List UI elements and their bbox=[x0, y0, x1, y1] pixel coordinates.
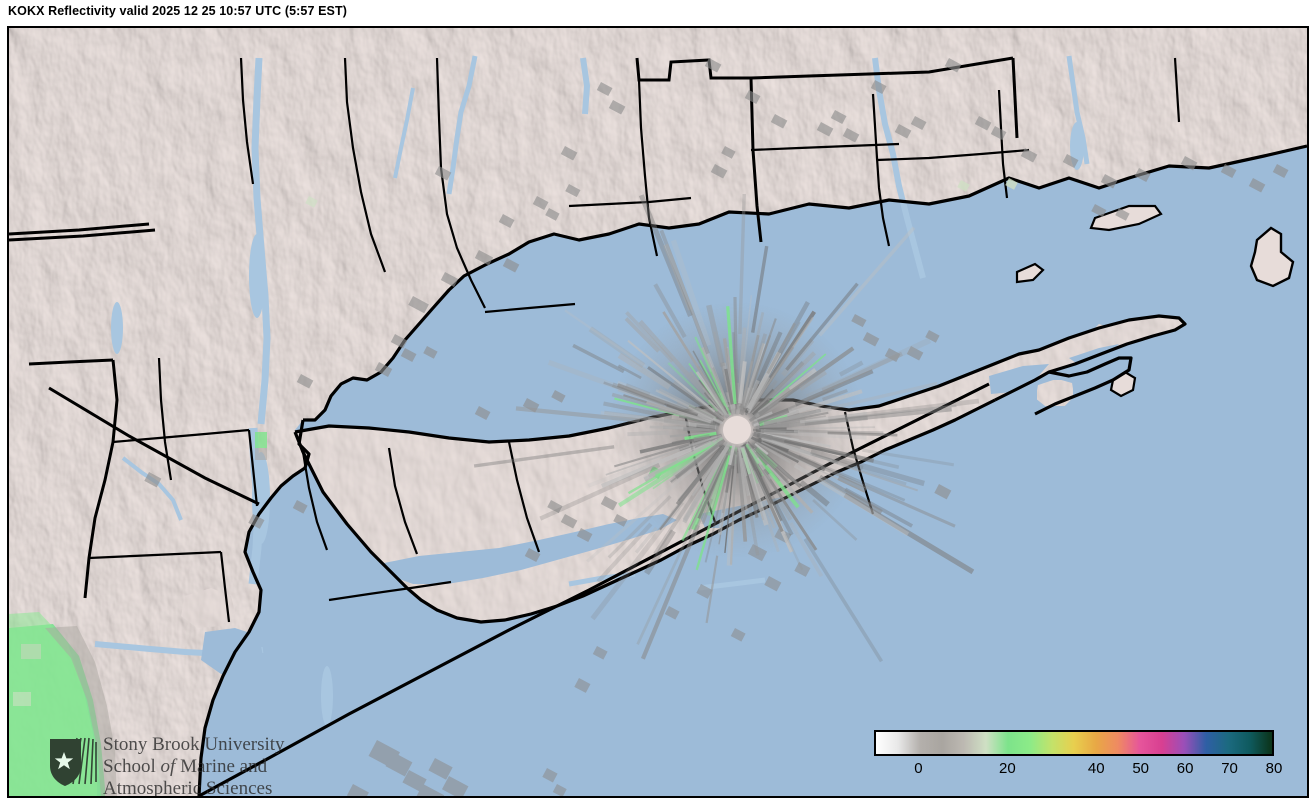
reflectivity-layer bbox=[9, 58, 1289, 796]
colorbar-tick-80: 80 bbox=[1265, 760, 1283, 777]
logo-shield-icon bbox=[50, 739, 81, 786]
colorbar-gradient bbox=[876, 732, 1272, 754]
radar-site-clutter-starburst bbox=[473, 193, 980, 663]
title-bar: KOKX Reflectivity valid 2025 12 25 10:57… bbox=[0, 0, 1316, 26]
radar-map-frame[interactable]: 0 20 40 50 60 70 80 Stony Brook University Sch… bbox=[7, 26, 1309, 798]
sbu-somas-logo: Stony Brook University School of Marine … bbox=[47, 734, 307, 798]
colorbar-tick-60: 60 bbox=[1176, 760, 1194, 777]
logo-line-3: Atmospheric Sciences bbox=[103, 778, 273, 798]
logo-line-2: School of Marine and bbox=[103, 756, 267, 778]
reflectivity-colorbar[interactable]: 0 20 40 50 60 70 80 bbox=[867, 724, 1297, 790]
colorbar-tick-70: 70 bbox=[1221, 760, 1238, 777]
logo-line-2-pre: School bbox=[103, 756, 161, 777]
colorbar-tick-20: 20 bbox=[998, 760, 1016, 777]
logo-line-2-post: Marine and bbox=[175, 756, 268, 777]
colorbar-tick-50: 50 bbox=[1132, 760, 1149, 777]
ocean-echo-group bbox=[346, 528, 811, 796]
logo-line-2-italic: of bbox=[160, 756, 176, 777]
colorbar-tick-40: 40 bbox=[1087, 760, 1105, 777]
clutter-gates-group bbox=[144, 58, 1289, 563]
logo-line-1: Stony Brook University bbox=[103, 734, 285, 755]
colorbar-tick-0: 0 bbox=[914, 760, 923, 777]
colorbar-bar[interactable] bbox=[874, 730, 1274, 756]
radar-map-canvas[interactable] bbox=[9, 28, 1307, 796]
page-title: KOKX Reflectivity valid 2025 12 25 10:57… bbox=[8, 4, 347, 18]
county-boundaries-layer bbox=[88, 57, 1181, 623]
